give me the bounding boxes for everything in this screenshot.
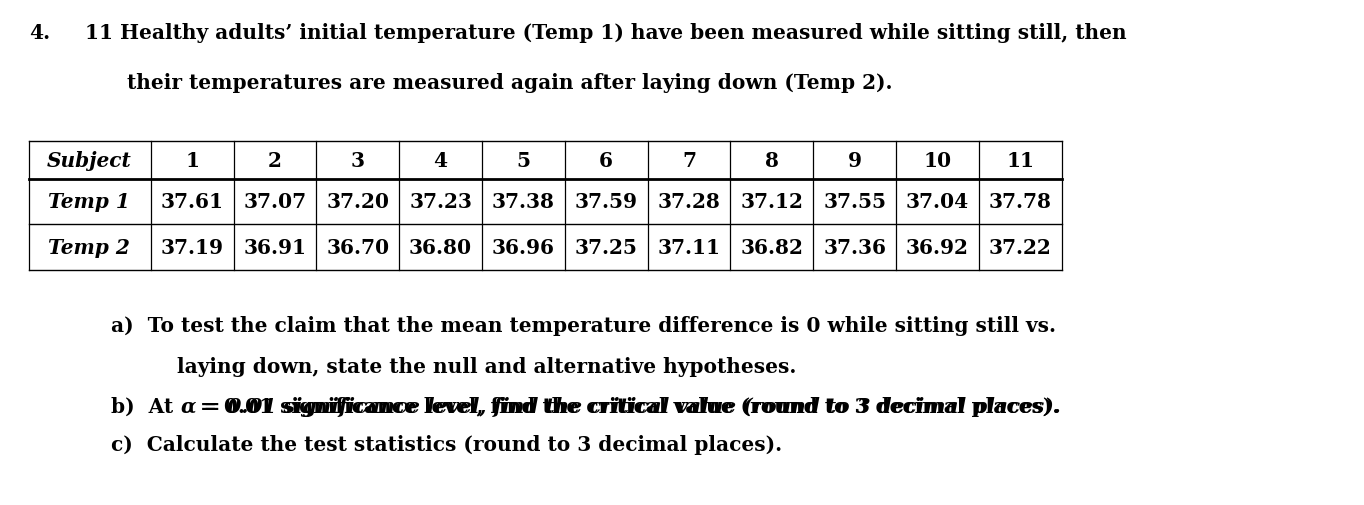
Text: 3: 3	[351, 150, 364, 170]
Text: 10: 10	[923, 150, 952, 170]
Text: Temp 1: Temp 1	[48, 192, 130, 212]
Text: 5: 5	[517, 150, 531, 170]
Text: 37.61: 37.61	[161, 192, 224, 212]
Text: 36.80: 36.80	[409, 237, 472, 258]
Text: their temperatures are measured again after laying down (Temp 2).: their temperatures are measured again af…	[127, 73, 892, 93]
Text: 11 Healthy adults’ initial temperature (Temp 1) have been measured while sitting: 11 Healthy adults’ initial temperature (…	[85, 23, 1127, 43]
Text: 4: 4	[434, 150, 447, 170]
Text: a)  To test the claim that the mean temperature difference is 0 while sitting st: a) To test the claim that the mean tempe…	[112, 316, 1056, 336]
Text: 37.20: 37.20	[326, 192, 389, 212]
Text: 36.92: 36.92	[906, 237, 968, 258]
Text: 37.38: 37.38	[492, 192, 555, 212]
Text: α = 0.01 significance level, find the critical value (round to 3 decimal places): α = 0.01 significance level, find the cr…	[181, 396, 1061, 417]
Text: 37.25: 37.25	[574, 237, 637, 258]
Text: 11: 11	[1007, 150, 1034, 170]
Text: 37.11: 37.11	[657, 237, 720, 258]
Text: 37.22: 37.22	[989, 237, 1052, 258]
Text: 37.19: 37.19	[161, 237, 224, 258]
Text: = 0.01 significance level, find the critical value (round to 3 decimal places).: = 0.01 significance level, find the crit…	[192, 396, 1058, 417]
Text: 37.04: 37.04	[906, 192, 968, 212]
Text: 6: 6	[599, 150, 614, 170]
Text: laying down, state the null and alternative hypotheses.: laying down, state the null and alternat…	[177, 356, 797, 376]
Text: 36.96: 36.96	[492, 237, 555, 258]
Text: 37.59: 37.59	[574, 192, 638, 212]
Text: Temp 2: Temp 2	[48, 237, 130, 258]
Text: 2: 2	[267, 150, 282, 170]
Text: 7: 7	[682, 150, 696, 170]
Text: Subject: Subject	[46, 150, 131, 170]
Text: 36.82: 36.82	[741, 237, 803, 258]
Text: 37.12: 37.12	[741, 192, 803, 212]
Text: 36.91: 36.91	[243, 237, 307, 258]
Text: 9: 9	[847, 150, 862, 170]
Text: 37.07: 37.07	[243, 192, 307, 212]
Text: 37.23: 37.23	[409, 192, 472, 212]
Text: 37.36: 37.36	[824, 237, 887, 258]
Text: c)  Calculate the test statistics (round to 3 decimal places).: c) Calculate the test statistics (round …	[112, 434, 783, 454]
Text: b)  At: b) At	[112, 396, 180, 417]
Text: 37.55: 37.55	[824, 192, 887, 212]
Text: 37.28: 37.28	[657, 192, 720, 212]
Text: 4.: 4.	[29, 23, 50, 43]
Text: 1: 1	[186, 150, 199, 170]
Text: 36.70: 36.70	[326, 237, 389, 258]
Text: 37.78: 37.78	[989, 192, 1052, 212]
Text: 8: 8	[765, 150, 779, 170]
